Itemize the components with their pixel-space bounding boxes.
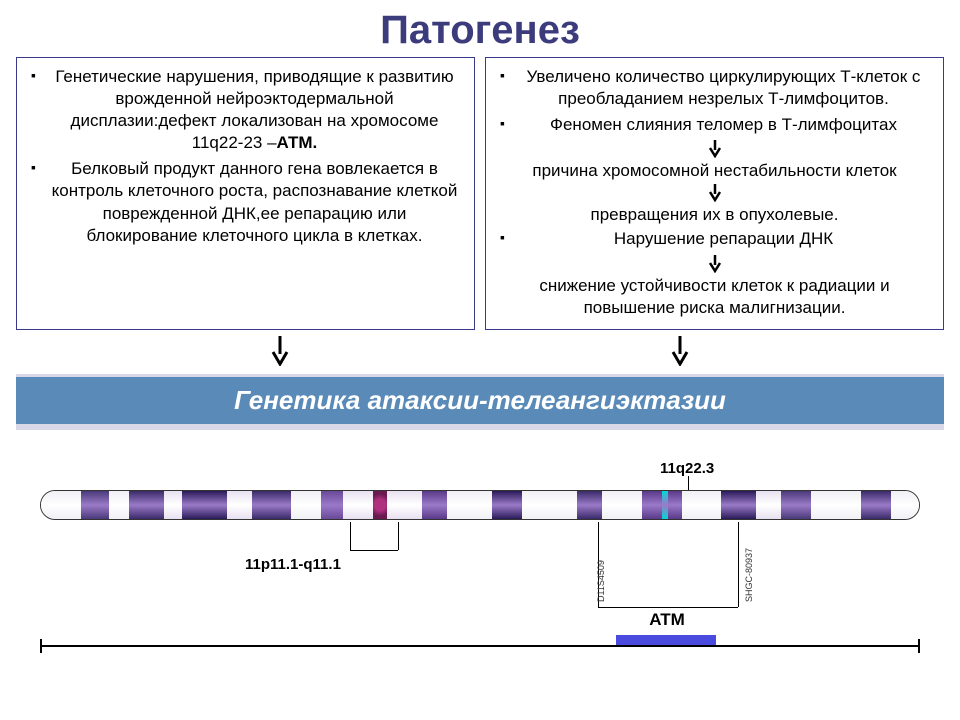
big-down-arrow-icon bbox=[670, 336, 690, 366]
chromosome-band bbox=[252, 491, 292, 519]
down-arrow-icon bbox=[708, 184, 722, 202]
chromosome-band bbox=[861, 491, 891, 519]
flow-text-3: снижение устойчивости клеток к радиации … bbox=[496, 275, 933, 319]
left-box: Генетические нарушения, приводящие к раз… bbox=[16, 57, 475, 330]
chromosome-band bbox=[781, 491, 811, 519]
bracket-line bbox=[398, 522, 399, 550]
flank-marker-left: D11S4509 bbox=[596, 560, 606, 602]
chromosome-band bbox=[227, 491, 252, 519]
down-arrow-icon bbox=[708, 140, 722, 158]
chromosome-band bbox=[577, 491, 602, 519]
chromosome-band bbox=[721, 491, 756, 519]
right-item-3: Нарушение репарации ДНК bbox=[496, 228, 933, 250]
flank-marker-right: SHGC-80937 bbox=[744, 548, 754, 602]
page-title: Патогенез bbox=[0, 0, 960, 57]
chromosome-band bbox=[182, 491, 227, 519]
atm-gene-bar bbox=[616, 635, 716, 645]
chromosome-band bbox=[447, 491, 492, 519]
atm-bracket bbox=[598, 607, 738, 608]
chromosome-band bbox=[321, 491, 343, 519]
right-box: Увеличено количество циркулирующих Т-кле… bbox=[485, 57, 944, 330]
chromosome-band bbox=[602, 491, 642, 519]
chromosome-band bbox=[522, 491, 577, 519]
chromosome-band bbox=[81, 491, 109, 519]
chromosome-band bbox=[422, 491, 447, 519]
chromosome-band bbox=[492, 491, 522, 519]
chromosome-diagram: 11q22.3 11p11.1-q11.1 D11S4509 SHGC-8093… bbox=[20, 460, 940, 660]
two-column-row: Генетические нарушения, приводящие к раз… bbox=[0, 57, 960, 330]
genomic-baseline bbox=[40, 645, 920, 647]
chromosome-band bbox=[642, 491, 662, 519]
chromosome-band bbox=[811, 491, 861, 519]
chromosome-band bbox=[291, 491, 321, 519]
right-item-1: Увеличено количество циркулирующих Т-кле… bbox=[496, 66, 933, 110]
big-down-arrow-icon bbox=[270, 336, 290, 366]
chromosome-band bbox=[373, 491, 387, 519]
locus-label: 11q22.3 bbox=[660, 460, 714, 477]
chromosome-band bbox=[343, 491, 373, 519]
chromosome-band bbox=[164, 491, 182, 519]
bracket-line bbox=[350, 550, 398, 551]
chromosome-band bbox=[682, 491, 722, 519]
big-arrow-row bbox=[0, 330, 960, 370]
atm-bracket bbox=[738, 522, 739, 607]
bracket-line bbox=[350, 522, 351, 550]
chromosome-band bbox=[891, 491, 919, 519]
right-item-2: Феномен слияния теломер в Т-лимфоцитах bbox=[496, 114, 933, 136]
genetics-banner: Генетика атаксии-телеангиэктазии bbox=[16, 374, 944, 430]
left-item-2: Белковый продукт данного гена вовлекаетс… bbox=[27, 158, 464, 246]
centromere-label: 11p11.1-q11.1 bbox=[245, 556, 341, 573]
locus-pointer bbox=[688, 476, 689, 490]
atm-gene-label: ATM bbox=[602, 610, 732, 630]
chromosome-ideogram bbox=[40, 490, 920, 520]
left-item-1: Генетические нарушения, приводящие к раз… bbox=[27, 66, 464, 154]
chromosome-band bbox=[41, 491, 81, 519]
chromosome-band bbox=[756, 491, 781, 519]
chromosome-band bbox=[387, 491, 422, 519]
flow-text-1: причина хромосомной нестабильности клето… bbox=[496, 160, 933, 182]
chromosome-band bbox=[668, 491, 682, 519]
chromosome-band bbox=[109, 491, 129, 519]
chromosome-band bbox=[129, 491, 164, 519]
down-arrow-icon bbox=[708, 255, 722, 273]
flow-text-2: превращения их в опухолевые. bbox=[496, 204, 933, 226]
